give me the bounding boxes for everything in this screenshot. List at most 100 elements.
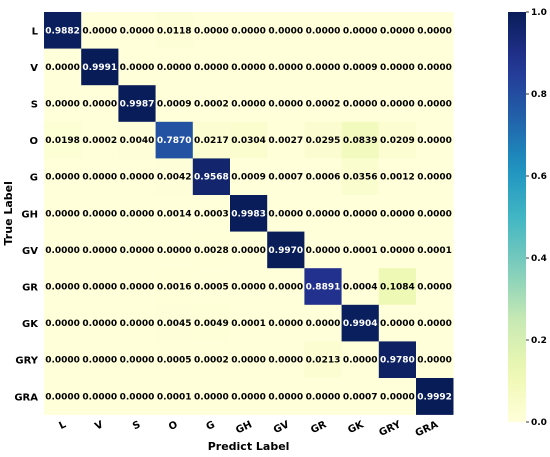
cell-value-label: 0.9983 <box>231 209 266 219</box>
colorbar-tick-label: 0.6 <box>531 172 547 182</box>
cell-value-label: 0.0000 <box>45 173 80 183</box>
heatmap-cell <box>378 85 417 123</box>
heatmap-cell <box>118 85 156 123</box>
heatmap-cell <box>230 121 268 159</box>
heatmap-cell <box>416 85 454 123</box>
cell-value-label: 0.0000 <box>82 392 117 402</box>
heatmap-cell <box>81 85 119 123</box>
heatmap-cell <box>44 304 82 342</box>
cell-value-label: 0.0000 <box>82 100 117 110</box>
cell-value-label: 0.0028 <box>194 246 229 256</box>
cell-value-label: 0.7870 <box>157 136 192 146</box>
cell-value-label: 0.0040 <box>120 136 155 146</box>
heatmap-cell <box>81 121 119 159</box>
cell-value-label: 0.9904 <box>343 319 378 329</box>
cell-value-label: 0.0000 <box>120 392 155 402</box>
heatmap-cell <box>304 341 342 379</box>
cell-value-label: 0.0000 <box>45 392 80 402</box>
heatmap-cell <box>192 48 231 86</box>
cell-value-label: 0.0000 <box>120 173 155 183</box>
heatmap-cell <box>118 341 156 379</box>
cell-value-label: 0.0000 <box>45 246 80 256</box>
heatmap-cell <box>230 231 268 269</box>
x-tick-label: L <box>57 419 68 432</box>
x-axis-title: Predict Label <box>208 440 290 453</box>
cell-value-label: 0.0002 <box>82 136 117 146</box>
cell-value-label: 0.9882 <box>45 26 80 36</box>
cell-value-label: 0.0000 <box>157 63 192 73</box>
y-tick-label: S <box>31 100 38 111</box>
heatmap-cell <box>267 121 305 159</box>
cell-value-label: 0.0000 <box>194 63 229 73</box>
heatmap-cell <box>118 195 156 232</box>
cell-value-label: 0.0000 <box>417 283 452 293</box>
cell-value-label: 0.0042 <box>157 173 192 183</box>
heatmap-cell <box>155 195 194 232</box>
heatmap-cell <box>341 121 380 159</box>
cell-value-label: 0.0000 <box>82 209 117 219</box>
heatmap-cell <box>44 231 82 269</box>
cell-value-label: 0.0000 <box>82 246 117 256</box>
heatmap-cell <box>267 341 305 379</box>
cell-value-label: 0.0045 <box>157 319 192 329</box>
y-tick-label: O <box>29 136 38 147</box>
cell-value-label: 0.0000 <box>417 63 452 73</box>
heatmap-cell <box>192 341 231 379</box>
heatmap-cell <box>118 304 156 342</box>
heatmap-cell <box>155 341 194 379</box>
cell-value-label: 0.0198 <box>45 136 80 146</box>
heatmap-cell <box>118 268 156 306</box>
heatmap-cell <box>44 85 82 123</box>
heatmap-cell <box>230 195 268 232</box>
heatmap-cell <box>416 195 454 232</box>
y-tick-label: GH <box>21 209 38 220</box>
heatmap-cell <box>81 12 119 49</box>
cell-value-label: 0.0000 <box>231 356 266 366</box>
cell-value-label: 0.0007 <box>343 392 378 402</box>
cell-value-label: 0.0006 <box>306 173 341 183</box>
cell-value-label: 0.0009 <box>231 173 266 183</box>
heatmap-cell <box>378 231 417 269</box>
cell-value-label: 0.0000 <box>268 319 303 329</box>
cell-value-label: 0.0000 <box>380 100 415 110</box>
cell-value-label: 0.0001 <box>231 319 266 329</box>
heatmap-cell <box>304 268 342 306</box>
cell-value-label: 0.0217 <box>194 136 229 146</box>
heatmap-cell <box>44 48 82 86</box>
cell-value-label: 0.0000 <box>380 63 415 73</box>
x-tick-label: GV <box>272 419 291 436</box>
cell-value-label: 0.0000 <box>306 246 341 256</box>
cell-value-label: 0.9991 <box>82 63 117 73</box>
heatmap-cell <box>81 378 119 415</box>
heatmap-cell <box>44 195 82 232</box>
heatmap-cell <box>155 85 194 123</box>
cell-value-label: 0.0000 <box>306 63 341 73</box>
heatmap-cells: 0.9882 0.0000 0.0000 0.0118 0.0000 0.0000 0.00… <box>44 12 454 415</box>
heatmap-cell <box>230 341 268 379</box>
cell-value-label: 0.0000 <box>417 319 452 329</box>
heatmap-cell <box>416 12 454 49</box>
heatmap-cell <box>304 12 342 49</box>
heatmap-cell <box>192 304 231 342</box>
x-tick-label: V <box>93 419 105 432</box>
cell-value-label: 0.0000 <box>231 63 266 73</box>
cell-value-label: 0.0000 <box>417 136 452 146</box>
cell-value-label: 0.0356 <box>343 173 378 183</box>
heatmap-cell <box>304 158 342 196</box>
cell-value-label: 0.0009 <box>343 63 378 73</box>
heatmap-cell <box>118 12 156 49</box>
heatmap-cell <box>155 12 194 49</box>
cell-value-label: 0.0000 <box>306 26 341 36</box>
heatmap-cell <box>378 304 417 342</box>
heatmap-cell <box>304 378 342 415</box>
heatmap-cell <box>341 378 380 415</box>
heatmap-cell <box>230 158 268 196</box>
heatmap-cell <box>81 304 119 342</box>
heatmap-cell <box>267 158 305 196</box>
cell-value-label: 0.0000 <box>82 26 117 36</box>
x-tick-label: S <box>131 419 142 432</box>
cell-value-label: 0.0005 <box>194 283 229 293</box>
heatmap-cell <box>44 268 82 306</box>
cell-value-label: 0.0000 <box>157 246 192 256</box>
x-tick-label: GH <box>234 419 254 436</box>
